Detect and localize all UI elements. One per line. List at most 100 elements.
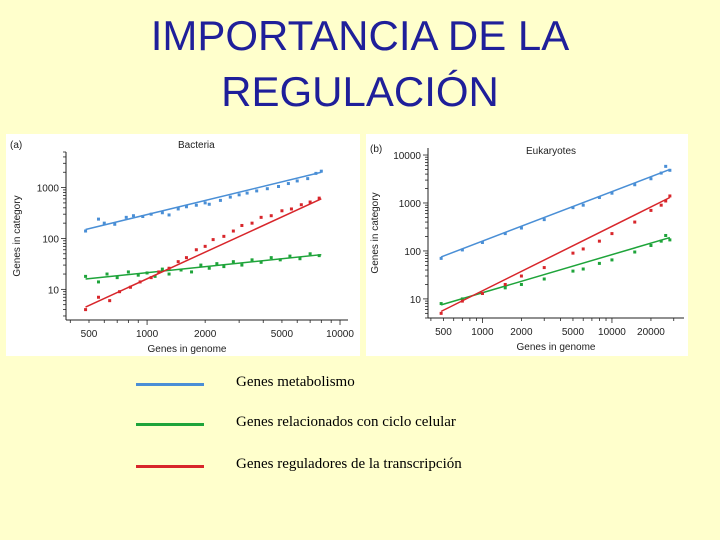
data-point [84,308,88,312]
x-tick-label: 5000 [271,329,294,340]
data-point [295,179,299,183]
data-point [542,277,546,281]
data-point [314,171,318,175]
data-point [102,221,106,225]
data-point [259,215,263,219]
x-tick-label: 1000 [136,329,159,340]
data-point [298,257,302,261]
x-tick-label: 10000 [598,327,626,338]
data-point [633,250,637,254]
data-point [581,247,585,251]
legend-item-transcription: Genes reguladores de la transcripción [136,456,636,476]
data-point [149,212,153,216]
legend-label: Genes reguladores de la transcripción [236,456,462,472]
data-point [306,177,310,181]
data-point [439,311,443,315]
data-point [240,263,244,267]
data-point [231,229,235,233]
data-point [278,258,282,262]
data-point [231,260,235,264]
legend-swatch [136,465,204,468]
data-point [255,189,259,193]
y-tick-label: 1000 [37,184,60,195]
data-point [167,266,171,270]
data-point [136,273,140,277]
data-point [439,256,443,260]
data-point [610,258,614,262]
chart-title: Bacteria [178,140,215,151]
data-point [664,233,668,237]
data-point [108,299,112,303]
data-point [289,207,293,211]
data-point [265,187,269,191]
fit-line [440,196,671,313]
x-tick-label: 2000 [194,329,217,340]
data-point [167,213,171,217]
data-point [319,169,323,173]
data-point [228,195,232,199]
data-point [610,232,614,236]
chart-panel-eukaryotes: 500 1000 2000 5000 10000 20000 10 100 1000 10000 (… [366,134,688,356]
data-point [542,218,546,222]
legend-label: Genes metabolismo [236,374,355,390]
data-point [317,196,321,200]
slide-title-line-2: REGULACIÓN [221,68,499,115]
data-point [203,244,207,248]
data-point [215,262,219,266]
x-axis-label: Genes in genome [517,342,596,353]
x-axis-label: Genes in genome [148,344,227,355]
data-point [194,248,198,252]
data-point [269,214,273,218]
data-point [664,164,668,168]
data-point [190,270,194,274]
x-tick-label: 10000 [326,329,354,340]
data-point [286,182,290,186]
data-point [597,239,601,243]
data-point [308,252,312,256]
data-point [659,171,663,175]
x-tick-label: 500 [435,327,452,338]
data-point [299,203,303,207]
data-point [542,266,546,270]
data-point [664,199,668,203]
panel-label: (a) [10,140,22,151]
data-point [659,239,663,243]
fit-line [85,253,322,280]
data-point [288,254,292,258]
data-point [179,268,183,272]
data-point [259,260,263,264]
data-point [633,220,637,224]
data-point [245,191,249,195]
data-point [131,214,135,218]
chart-bacteria: 500 1000 2000 5000 10000 10 100 1000 (a) Bacteria… [10,140,354,355]
data-point [571,206,575,210]
data-point [581,267,585,271]
data-point [659,203,663,207]
data-point [222,265,226,269]
data-point [571,269,575,273]
data-point [633,183,637,187]
data-point [668,168,672,172]
y-tick-label: 10 [48,285,60,296]
data-point [519,282,523,286]
data-point [176,207,180,211]
data-point [237,193,241,197]
data-point [597,261,601,265]
y-axis-label: Genes in category [370,192,381,273]
data-point [610,191,614,195]
x-tick-label: 1000 [471,327,494,338]
y-tick-label: 10 [410,295,422,306]
y-tick-label: 10000 [393,151,421,162]
legend-swatch [136,423,204,426]
data-point [145,271,149,275]
x-tick-label: 5000 [562,327,585,338]
data-point [649,208,653,212]
data-point [96,217,100,221]
data-point [207,266,211,270]
data-point [503,232,507,236]
data-point [138,280,142,284]
data-point [460,248,464,252]
data-point [157,270,161,274]
y-tick-label: 100 [404,247,421,258]
y-tick-label: 1000 [399,199,422,210]
